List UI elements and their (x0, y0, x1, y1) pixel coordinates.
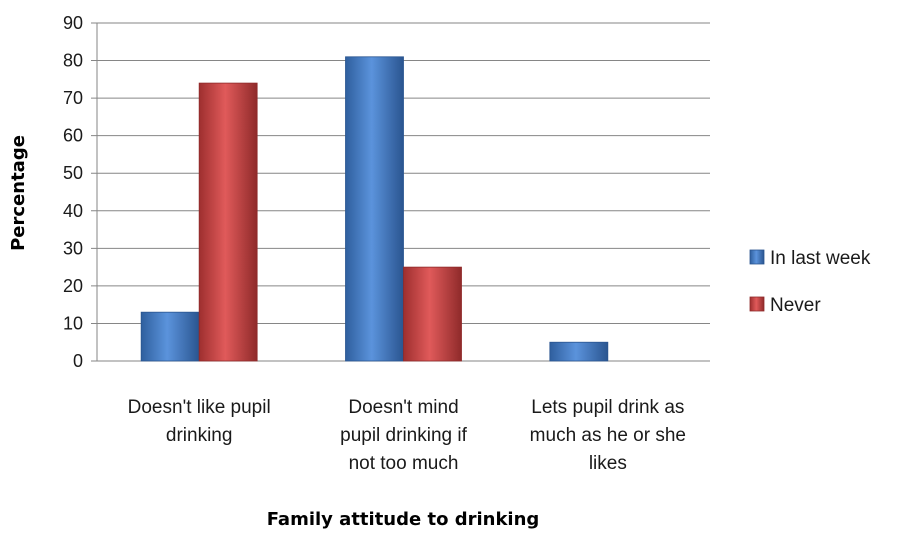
legend-label: Never (770, 295, 821, 316)
bar (140, 311, 200, 362)
bars (140, 56, 609, 362)
y-tick-label: 10 (63, 313, 83, 333)
y-tick-labels: 0 10 20 30 40 50 60 70 80 90 (63, 13, 83, 371)
x-category-label: Doesn't like pupil drinking (128, 397, 271, 446)
legend-swatch (749, 249, 765, 265)
y-axis-title: Percentage (8, 135, 29, 251)
bar (345, 56, 404, 362)
y-tick-label: 50 (63, 163, 83, 183)
bar (198, 82, 258, 362)
y-tick-label: 40 (63, 201, 83, 221)
y-tick-label: 0 (73, 351, 83, 371)
bar (403, 266, 462, 362)
legend-label: In last week (770, 248, 871, 269)
y-tick-label: 60 (63, 126, 83, 146)
bar (549, 341, 609, 362)
y-tick-label: 20 (63, 276, 83, 296)
y-tick-label: 70 (63, 88, 83, 108)
x-category-label: Lets pupil drink as much as he or she like… (530, 397, 686, 474)
y-tick-label: 80 (63, 51, 83, 71)
y-tick-label: 90 (63, 13, 83, 33)
y-tick-label: 30 (63, 238, 83, 258)
legend-swatch (749, 296, 765, 312)
x-category-labels: Doesn't like pupil drinking Doesn't mind pu… (128, 397, 686, 474)
legend: In last week Never (749, 248, 871, 316)
x-category-label: Doesn't mind pupil drinking if not too muc… (340, 397, 467, 474)
x-axis-title: Family attitude to drinking (267, 509, 540, 530)
